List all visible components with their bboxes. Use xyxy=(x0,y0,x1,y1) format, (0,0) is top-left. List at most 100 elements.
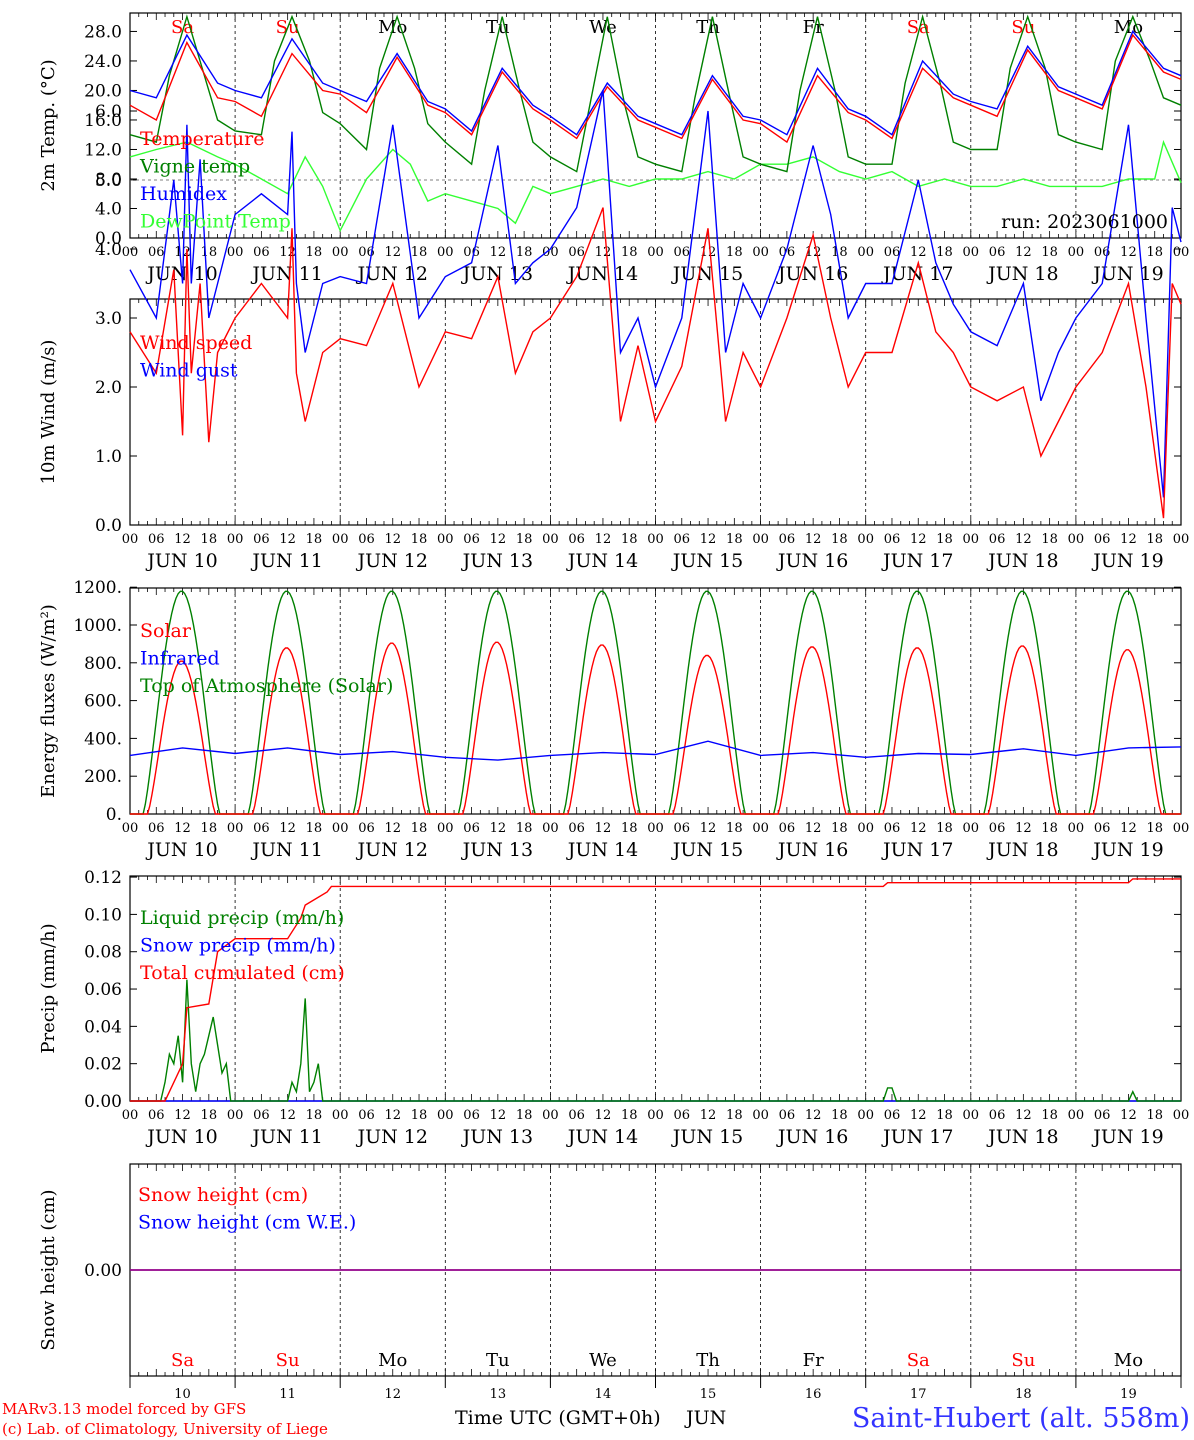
hour-tick-label: 12 xyxy=(1120,532,1137,547)
humidex-line xyxy=(129,30,1182,136)
hour-tick-label: 18 xyxy=(621,1108,638,1123)
hour-tick-label: 18 xyxy=(201,532,218,547)
x-axis-label: Time UTC (GMT+0h) xyxy=(455,1407,661,1429)
hour-tick-label: 00 xyxy=(752,821,769,836)
hour-tick-label: 00 xyxy=(542,1108,559,1123)
hour-tick-label: 00 xyxy=(752,532,769,547)
hour-tick-label: 06 xyxy=(779,821,796,836)
hour-tick-label: 06 xyxy=(779,1108,796,1123)
hour-tick-label: 06 xyxy=(568,821,585,836)
hour-tick-label: 06 xyxy=(674,1108,691,1123)
hour-tick-label: 12 xyxy=(174,245,191,260)
legend-entry: DewPoint Temp xyxy=(140,211,291,233)
hour-tick-label: 18 xyxy=(936,821,953,836)
date-label: JUN 11 xyxy=(250,1126,322,1148)
hour-tick-label: 18 xyxy=(726,821,743,836)
hour-tick-label: 18 xyxy=(936,1108,953,1123)
legend-entry: Solar xyxy=(140,620,192,642)
hour-tick-label: 12 xyxy=(700,1108,717,1123)
hour-tick-label: 12 xyxy=(490,245,507,260)
legend-entry: Snow height (cm) xyxy=(138,1184,308,1206)
ytick-label: 0.0 xyxy=(95,229,122,249)
legend-entry: Snow precip (mm/h) xyxy=(140,935,336,957)
date-label: JUN 14 xyxy=(566,839,638,861)
hour-tick-label: 18 xyxy=(936,532,953,547)
hour-tick-label: 00 xyxy=(1068,1108,1085,1123)
date-label: JUN 18 xyxy=(986,263,1058,285)
date-label: JUN 14 xyxy=(566,1126,638,1148)
hour-tick-label: 00 xyxy=(857,1108,874,1123)
hour-tick-label: 18 xyxy=(831,1108,848,1123)
date-label: JUN 18 xyxy=(986,1126,1058,1148)
hour-tick-label: 12 xyxy=(279,821,296,836)
hour-tick-label: 00 xyxy=(647,532,664,547)
hour-tick-label: 00 xyxy=(752,1108,769,1123)
ytick-label: 4.0 xyxy=(95,199,122,219)
hour-tick-label: 06 xyxy=(779,532,796,547)
hour-tick-label: 18 xyxy=(516,821,533,836)
hour-tick-label: 18 xyxy=(936,245,953,260)
weekday-label: Tu xyxy=(486,1350,510,1371)
hour-tick-label: 12 xyxy=(279,245,296,260)
day-number-label: 16 xyxy=(805,1387,822,1402)
date-label: JUN 13 xyxy=(461,550,533,572)
date-label: JUN 19 xyxy=(1091,839,1163,861)
hour-tick-label: 18 xyxy=(1041,532,1058,547)
day-number-label: 15 xyxy=(700,1387,717,1402)
credit-line-2: (c) Lab. of Climatology, University of L… xyxy=(2,1420,328,1438)
hour-tick-label: 12 xyxy=(910,821,927,836)
ytick-label: 3.0 xyxy=(95,309,122,329)
ytick-label: 4.0 xyxy=(95,240,122,260)
date-label: JUN 13 xyxy=(461,263,533,285)
hour-tick-label: 12 xyxy=(384,532,401,547)
hour-tick-label: 18 xyxy=(831,821,848,836)
date-label: JUN 12 xyxy=(356,550,428,572)
ytick-label: 20.0 xyxy=(84,81,122,101)
ytick-label: 1000. xyxy=(73,616,122,636)
ytick-label: 600. xyxy=(84,692,122,712)
weekday-label: Fr xyxy=(803,1350,824,1371)
date-label: JUN 10 xyxy=(145,550,217,572)
run-label: run: 2023061000 xyxy=(1001,211,1168,233)
hour-tick-label: 06 xyxy=(674,532,691,547)
weekday-label: Sa xyxy=(171,1350,194,1371)
hour-tick-label: 12 xyxy=(805,821,822,836)
ytick-label: 8.0 xyxy=(95,170,122,190)
hour-tick-label: 18 xyxy=(621,245,638,260)
liquid-precip-line xyxy=(130,979,1181,1102)
hour-tick-label: 06 xyxy=(568,532,585,547)
hour-tick-label: 18 xyxy=(201,245,218,260)
hour-tick-label: 12 xyxy=(595,1108,612,1123)
hour-tick-label: 00 xyxy=(963,821,980,836)
hour-tick-label: 06 xyxy=(989,532,1006,547)
date-label: JUN 14 xyxy=(566,263,638,285)
hour-tick-label: 06 xyxy=(148,1108,165,1123)
date-label: JUN 17 xyxy=(881,550,953,572)
hour-tick-label: 06 xyxy=(884,821,901,836)
ytick-label: 0.04 xyxy=(84,1017,122,1037)
hour-tick-label: 00 xyxy=(122,1108,139,1123)
hour-tick-label: 12 xyxy=(384,821,401,836)
date-label: JUN 12 xyxy=(356,1126,428,1148)
date-label: JUN 19 xyxy=(1091,263,1163,285)
hour-tick-label: 06 xyxy=(358,532,375,547)
legend-entry: Vigne temp xyxy=(139,156,250,178)
hour-tick-label: 06 xyxy=(253,532,270,547)
legend-entry: Wind gust xyxy=(140,360,238,382)
hour-tick-label: 12 xyxy=(174,821,191,836)
date-label: JUN 11 xyxy=(250,550,322,572)
date-label: JUN 19 xyxy=(1091,1126,1163,1148)
date-label: JUN 12 xyxy=(356,263,428,285)
date-label: JUN 19 xyxy=(1091,550,1163,572)
legend-entry: Total cumulated (cm) xyxy=(140,962,345,984)
date-label: JUN 13 xyxy=(461,1126,533,1148)
hour-tick-label: 00 xyxy=(857,245,874,260)
date-label: JUN 18 xyxy=(986,839,1058,861)
ytick-label: 0.00 xyxy=(84,1092,122,1112)
y-axis-label: Precip (mm/h) xyxy=(38,923,59,1053)
date-label: JUN 17 xyxy=(881,839,953,861)
hour-tick-label: 06 xyxy=(779,245,796,260)
hour-tick-label: 18 xyxy=(516,1108,533,1123)
date-label: JUN 15 xyxy=(671,839,743,861)
